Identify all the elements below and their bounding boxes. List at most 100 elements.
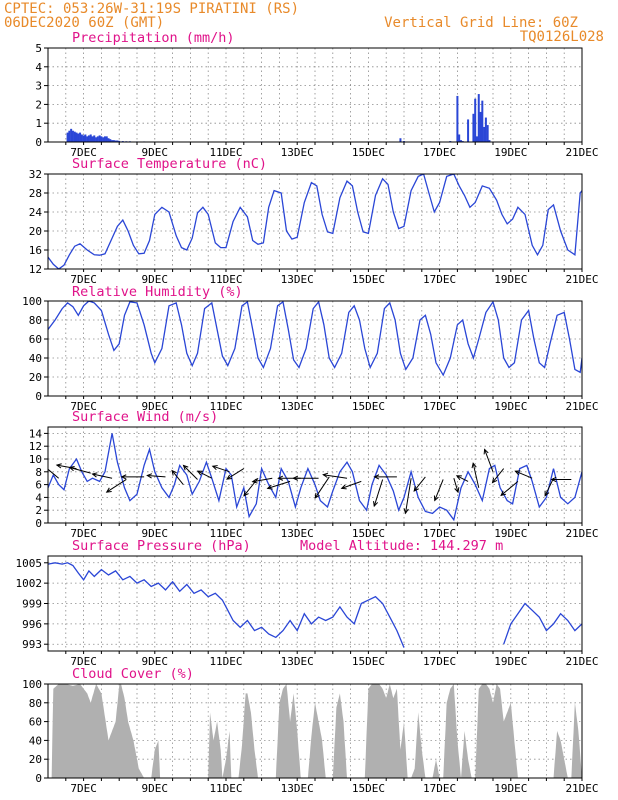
wind-arrow-head bbox=[433, 495, 439, 502]
precip-bar bbox=[118, 140, 121, 142]
pres-ytick-label: 1002 bbox=[16, 577, 43, 590]
precip-bar bbox=[114, 140, 117, 142]
cloud-ytick-label: 60 bbox=[29, 716, 42, 729]
precip-bar bbox=[481, 100, 484, 142]
pres-ytick-label: 1005 bbox=[16, 557, 43, 570]
precip-bar bbox=[96, 136, 99, 142]
precip-bar bbox=[458, 134, 461, 142]
wind-arrow-head bbox=[211, 465, 218, 471]
header-model-code: TQ0126L028 bbox=[520, 29, 604, 45]
rh-xtick-label: 19DEC bbox=[494, 400, 527, 413]
rh-xtick-label: 17DEC bbox=[423, 400, 456, 413]
temp-line bbox=[48, 174, 582, 269]
wind-xtick-label: 17DEC bbox=[423, 527, 456, 540]
wind-arrow bbox=[212, 465, 230, 473]
wind-arrow bbox=[434, 479, 444, 501]
cloud-xtick-label: 7DEC bbox=[70, 782, 97, 795]
precip-bar bbox=[82, 135, 85, 142]
precip-bar bbox=[86, 136, 89, 142]
precip-bar bbox=[70, 128, 73, 142]
precip-bar bbox=[98, 135, 101, 142]
precip-marks bbox=[66, 94, 491, 142]
cloud-ytick-label: 100 bbox=[22, 678, 42, 691]
wind-arrow-head bbox=[314, 492, 320, 499]
wind-title: Surface Wind (m/s) bbox=[72, 409, 218, 425]
precip-bar bbox=[484, 117, 487, 142]
pres-ytick-label: 999 bbox=[22, 598, 42, 611]
wind-xtick-label: 7DEC bbox=[70, 527, 97, 540]
wind-arrow bbox=[171, 470, 184, 485]
cloud-ytick-label: 20 bbox=[29, 753, 42, 766]
pres-ytick-label: 993 bbox=[22, 638, 42, 651]
wind-arrow bbox=[405, 478, 412, 514]
wind-arrow-head bbox=[550, 476, 557, 483]
temp-ytick-label: 12 bbox=[29, 263, 42, 276]
wind-arrow bbox=[197, 470, 212, 479]
precip-ytick-label: 5 bbox=[35, 42, 42, 55]
cloud-area bbox=[48, 684, 582, 778]
wind-xtick-label: 9DEC bbox=[142, 527, 169, 540]
pres-xtick-label: 17DEC bbox=[423, 655, 456, 668]
pres-xtick-label: 9DEC bbox=[142, 655, 169, 668]
rh-ytick-label: 0 bbox=[35, 390, 42, 403]
wind-arrow bbox=[544, 477, 554, 496]
precip-bar bbox=[483, 126, 486, 142]
wind-ytick-label: 8 bbox=[35, 466, 42, 479]
temp-xtick-label: 15DEC bbox=[352, 273, 385, 286]
wind-arrow-head bbox=[42, 464, 47, 469]
pres-xtick-label: 21DEC bbox=[565, 655, 598, 668]
pres-ytick-label: 996 bbox=[22, 618, 42, 631]
wind-arrow bbox=[226, 468, 245, 480]
rh-xtick-label: 7DEC bbox=[70, 400, 97, 413]
cloud-xtick-label: 19DEC bbox=[494, 782, 527, 795]
precip-bar bbox=[472, 113, 475, 142]
wind-arrow-head bbox=[120, 474, 127, 480]
wind-arrow bbox=[341, 480, 362, 489]
cloud-xtick-label: 15DEC bbox=[352, 782, 385, 795]
header-location: CPTEC: 053:26W-31:19S PIRATINI (RS) bbox=[4, 1, 299, 17]
temp-xtick-label: 21DEC bbox=[565, 273, 598, 286]
wind-arrow-head bbox=[171, 469, 177, 476]
precip-bar bbox=[474, 98, 477, 142]
precip-xtick-label: 15DEC bbox=[352, 146, 385, 159]
rh-ytick-label: 20 bbox=[29, 371, 42, 384]
rh-title: Relative Humidity (%) bbox=[72, 284, 243, 300]
precip-bar bbox=[80, 134, 83, 142]
precip-bar bbox=[77, 133, 80, 142]
wind-xtick-label: 15DEC bbox=[352, 527, 385, 540]
precip-bar bbox=[75, 132, 78, 142]
cloud-xtick-label: 17DEC bbox=[423, 782, 456, 795]
pres-line bbox=[48, 562, 582, 648]
temp-xtick-label: 13DEC bbox=[281, 273, 314, 286]
precip-xtick-label: 9DEC bbox=[142, 146, 169, 159]
precip-bar bbox=[95, 137, 98, 142]
precip-bar bbox=[477, 94, 480, 142]
precip-xtick-label: 19DEC bbox=[494, 146, 527, 159]
wind-xtick-label: 21DEC bbox=[565, 527, 598, 540]
cloud-xtick-label: 9DEC bbox=[142, 782, 169, 795]
wind-arrow bbox=[323, 474, 348, 479]
wind-arrow bbox=[267, 480, 291, 489]
precip-xtick-label: 21DEC bbox=[565, 146, 598, 159]
precip-bar bbox=[79, 132, 82, 142]
panel-humidity: Relative Humidity (%) 0 20 40 60 80 100 7DEC 9D… bbox=[22, 284, 598, 413]
wind-ytick-label: 10 bbox=[29, 453, 42, 466]
wind-arrow bbox=[472, 463, 480, 488]
rh-xtick-label: 11DEC bbox=[209, 400, 242, 413]
wind-arrow-head bbox=[91, 472, 98, 478]
precip-bar bbox=[91, 136, 94, 142]
precip-bar bbox=[456, 95, 459, 142]
temp-xtick-label: 17DEC bbox=[423, 273, 456, 286]
panel-temperature: Surface Temperature (nC) 12 16 20 24 28 32 7DE… bbox=[29, 156, 599, 286]
wind-arrow-head bbox=[55, 463, 62, 469]
cloud-xtick-label: 13DEC bbox=[281, 782, 314, 795]
wind-arrow bbox=[456, 475, 469, 482]
temp-title: Surface Temperature (nC) bbox=[72, 156, 267, 172]
wind-ytick-label: 14 bbox=[29, 427, 43, 440]
wind-arrow-head bbox=[514, 470, 521, 476]
rh-ytick-label: 80 bbox=[29, 314, 42, 327]
wind-arrow-head bbox=[500, 490, 507, 497]
wind-arrow-head bbox=[544, 490, 550, 497]
temp-ytick-label: 16 bbox=[29, 244, 42, 257]
